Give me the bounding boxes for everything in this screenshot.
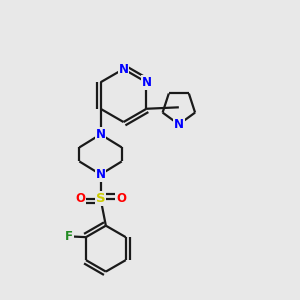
Text: N: N (141, 76, 152, 89)
Text: S: S (96, 192, 105, 205)
Text: N: N (118, 62, 128, 76)
Text: N: N (174, 118, 184, 131)
Text: O: O (75, 192, 85, 205)
Text: N: N (96, 168, 106, 181)
Text: O: O (116, 192, 126, 205)
Text: F: F (65, 230, 73, 243)
Text: N: N (96, 128, 106, 141)
